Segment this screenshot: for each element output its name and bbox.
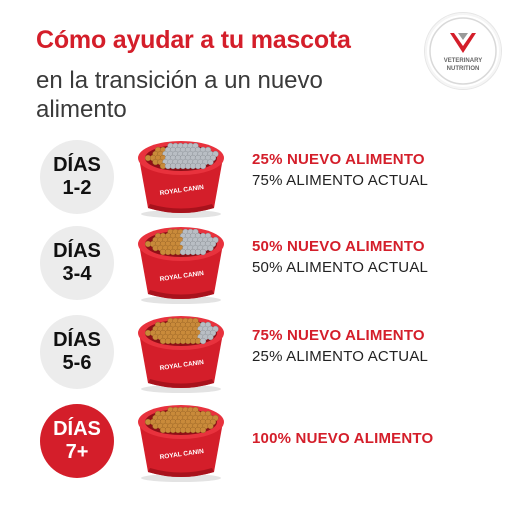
bowl-shadow: [141, 474, 221, 482]
bowl-base: [148, 290, 214, 299]
days-range: 3-4: [62, 263, 92, 285]
new-food-text: 50% NUEVO ALIMENTO: [252, 238, 425, 255]
current-food-kibble: [199, 337, 207, 345]
kibble-pile: [144, 142, 219, 170]
transition-step-1: DÍAS 1-2 ROYAL CANIN 25% NUEVO ALIMENTO …: [0, 130, 512, 224]
bowl-shadow: [141, 296, 221, 304]
days-badge: DÍAS 5-6: [40, 315, 114, 389]
days-label: DÍAS: [53, 418, 101, 440]
veterinary-nutrition-badge: VETERINARY NUTRITION: [424, 12, 502, 90]
bowl-base: [148, 379, 214, 388]
transition-step-4: DÍAS 7+ ROYAL CANIN 100% NUEVO ALIMENTO: [0, 394, 512, 488]
days-badge: DÍAS 7+: [40, 404, 114, 478]
transition-step-2: DÍAS 3-4 ROYAL CANIN 50% NUEVO ALIMENTO …: [0, 216, 512, 310]
current-food-kibble: [207, 333, 214, 341]
days-badge: DÍAS 3-4: [40, 226, 114, 300]
kibble-pile: [144, 406, 219, 434]
days-range: 7+: [65, 441, 89, 463]
kibble-pile: [144, 228, 219, 256]
page-title: Cómo ayudar a tu mascota: [36, 26, 351, 54]
transition-step-3: DÍAS 5-6 ROYAL CANIN 75% NUEVO ALIMENTO …: [0, 305, 512, 399]
kibble-pile: [144, 317, 219, 345]
days-range: 5-6: [62, 352, 92, 374]
food-bowl-icon: ROYAL CANIN: [138, 227, 224, 304]
current-food-kibble: [207, 158, 214, 166]
bowl-shadow: [141, 385, 221, 393]
current-food-kibble: [207, 244, 214, 252]
current-food-kibble: [199, 248, 207, 256]
food-bowl-icon: ROYAL CANIN: [138, 141, 224, 218]
food-bowl-icon: ROYAL CANIN: [138, 316, 224, 393]
days-label: DÍAS: [53, 240, 101, 262]
veterinary-shield-icon: VETERINARY NUTRITION: [429, 17, 497, 85]
new-food-text: 25% NUEVO ALIMENTO: [252, 151, 425, 168]
food-bowl-icon: ROYAL CANIN: [138, 405, 224, 482]
badge-line-2: NUTRITION: [447, 66, 480, 72]
new-food-kibble: [207, 422, 214, 430]
bowl-base: [148, 204, 214, 213]
days-badge: DÍAS 1-2: [40, 140, 114, 214]
new-food-kibble: [199, 426, 207, 434]
new-food-text: 100% NUEVO ALIMENTO: [252, 430, 434, 447]
days-label: DÍAS: [53, 154, 101, 176]
page-subtitle: en la transición a un nuevo alimento: [36, 67, 323, 123]
current-food-text: 75% ALIMENTO ACTUAL: [252, 172, 429, 189]
new-food-text: 75% NUEVO ALIMENTO: [252, 327, 425, 344]
days-label: DÍAS: [53, 329, 101, 351]
current-food-text: 50% ALIMENTO ACTUAL: [252, 259, 429, 276]
badge-line-1: VETERINARY: [444, 58, 482, 64]
days-range: 1-2: [62, 177, 92, 199]
bowl-shadow: [141, 210, 221, 218]
current-food-kibble: [199, 162, 207, 170]
current-food-text: 25% ALIMENTO ACTUAL: [252, 348, 429, 365]
bowl-base: [148, 468, 214, 477]
